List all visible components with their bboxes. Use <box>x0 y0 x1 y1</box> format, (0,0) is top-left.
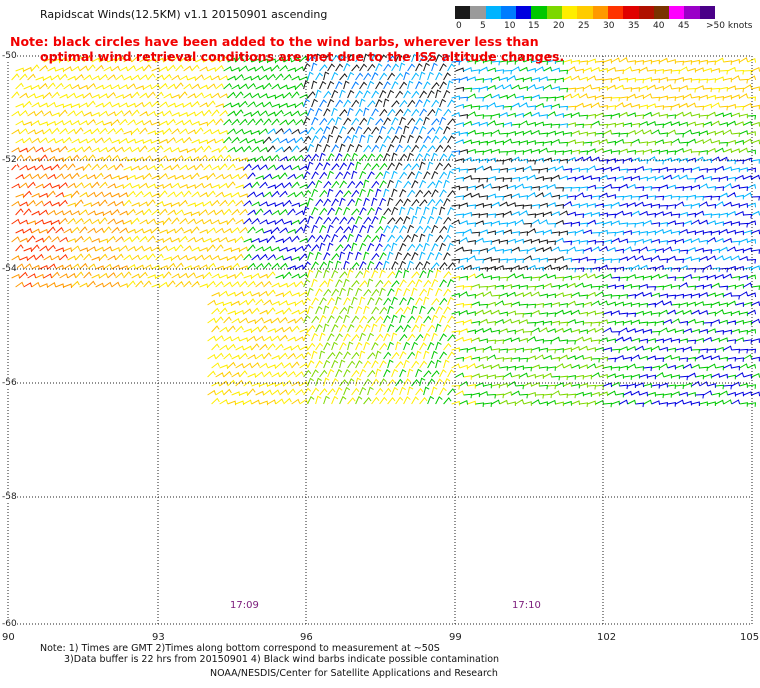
colorbar-swatch <box>638 6 654 19</box>
footer-note-1: Note: 1) Times are GMT 2)Times along bot… <box>40 643 440 654</box>
colorbar-label: 35 <box>628 21 640 31</box>
wind-barb-group <box>279 53 469 155</box>
longitude-label: 105 <box>740 632 760 643</box>
colorbar-label: 25 <box>578 21 590 31</box>
wind-barb-group <box>303 111 760 407</box>
colorbar-swatch <box>592 6 608 19</box>
latitude-label: -60 <box>2 619 17 629</box>
wind-barb-group <box>11 145 129 289</box>
wind-speed-colorbar <box>455 6 716 19</box>
colorbar-swatch <box>669 6 685 19</box>
note-line-2: optimal wind retrieval conditions are me… <box>40 49 565 64</box>
colorbar-label: 15 <box>528 21 540 31</box>
colorbar-swatch <box>485 6 501 19</box>
colorbar-label: >50 knots <box>706 21 753 31</box>
plot-title: Rapidscat Winds(12.5KM) v1.1 20150901 as… <box>40 8 328 21</box>
wind-barb-group <box>263 53 569 273</box>
colorbar-swatch <box>607 6 624 19</box>
colorbar-swatch <box>546 6 563 19</box>
colorbar-label: 10 <box>504 21 516 31</box>
colorbar-label: 40 <box>653 21 665 31</box>
colorbar-swatch <box>470 6 486 19</box>
latitude-label: -54 <box>2 264 17 274</box>
longitude-label: 102 <box>597 632 617 643</box>
latitude-label: -52 <box>2 155 17 165</box>
footer-credit: NOAA/NESDIS/Center for Satellite Applica… <box>210 668 498 679</box>
colorbar-swatch <box>653 6 670 19</box>
latitude-label: -58 <box>2 492 17 502</box>
latitude-label: -56 <box>2 378 17 388</box>
colorbar-swatch <box>684 6 700 19</box>
wind-barb-group <box>11 146 69 288</box>
wind-barb-field <box>11 53 760 408</box>
longitude-label: 99 <box>449 632 462 643</box>
latitude-label: -50 <box>2 51 17 61</box>
colorbar-swatch <box>623 6 639 19</box>
colorbar-swatch <box>500 6 517 19</box>
colorbar-label: 45 <box>678 21 690 31</box>
colorbar-swatch <box>516 6 532 19</box>
longitude-label: 96 <box>300 632 313 643</box>
wind-barb-group <box>267 53 760 273</box>
colorbar-label: 30 <box>603 21 615 31</box>
colorbar-label: 20 <box>553 21 565 31</box>
wind-barb-group <box>243 152 760 408</box>
colorbar-swatch <box>455 6 471 19</box>
wind-barb-group <box>11 55 757 406</box>
longitude-label: 93 <box>152 632 165 643</box>
time-label-2: 17:10 <box>512 600 541 611</box>
footer-note-2: 3)Data buffer is 22 hrs from 20150901 4)… <box>64 654 500 665</box>
wind-barb-group <box>11 55 760 406</box>
colorbar-swatch <box>577 6 593 19</box>
colorbar-label: 0 <box>456 21 462 31</box>
longitude-label: 90 <box>2 632 15 643</box>
colorbar-swatch <box>699 6 716 19</box>
colorbar-swatch <box>531 6 547 19</box>
wind-barb-group <box>223 55 760 408</box>
colorbar-swatch <box>562 6 578 19</box>
lat-lon-grid <box>7 55 753 625</box>
note-line-1: Note: black circles have been added to t… <box>10 34 539 49</box>
time-label-1: 17:09 <box>230 600 259 611</box>
colorbar-label: 5 <box>480 21 486 31</box>
